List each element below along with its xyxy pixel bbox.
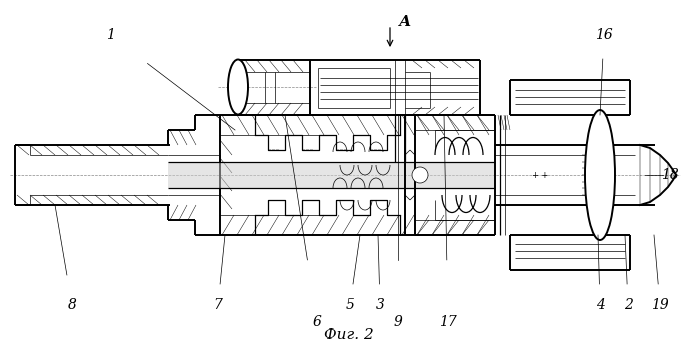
Text: 4: 4	[595, 298, 604, 312]
Text: + +: + +	[532, 171, 548, 180]
Text: 1: 1	[105, 28, 114, 42]
Ellipse shape	[228, 60, 248, 114]
Circle shape	[412, 167, 428, 183]
Text: 9: 9	[394, 315, 403, 329]
Text: Фиг. 2: Фиг. 2	[324, 328, 374, 342]
Text: 7: 7	[214, 298, 223, 312]
Text: 18: 18	[661, 168, 679, 182]
Text: А: А	[399, 15, 411, 29]
Text: 17: 17	[439, 315, 457, 329]
Text: 6: 6	[313, 315, 322, 329]
Text: 8: 8	[68, 298, 77, 312]
Text: 16: 16	[595, 28, 613, 42]
Text: 19: 19	[651, 298, 669, 312]
Text: 5: 5	[346, 298, 355, 312]
Ellipse shape	[585, 110, 615, 240]
Text: 2: 2	[623, 298, 632, 312]
Text: 3: 3	[376, 298, 385, 312]
Bar	[168, 162, 495, 188]
